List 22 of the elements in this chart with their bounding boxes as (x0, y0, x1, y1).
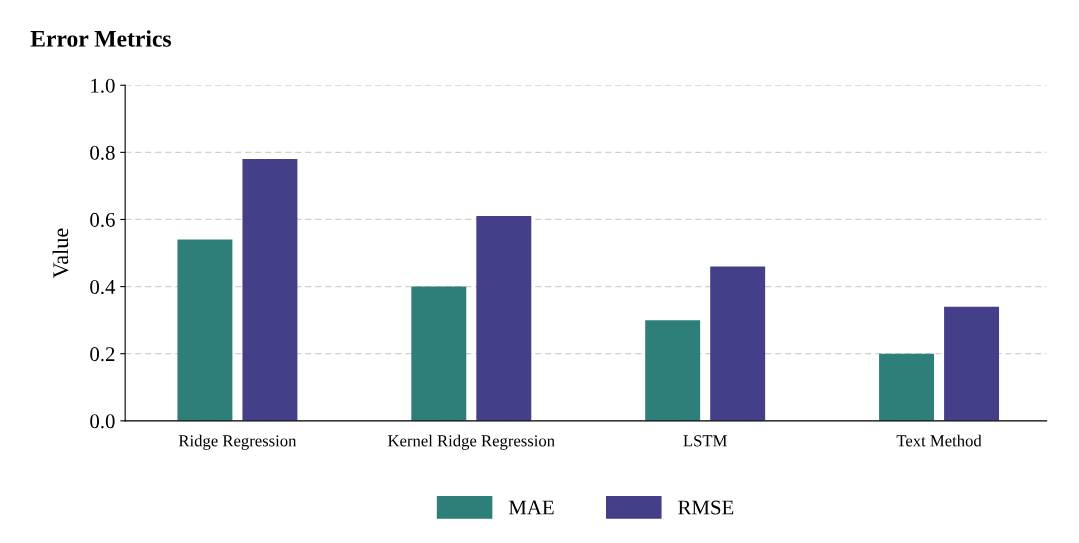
y-tick-label: 0.8 (90, 145, 115, 160)
y-tick-label: 0.2 (90, 347, 115, 362)
chart-title: Error Metrics (30, 30, 172, 47)
bar (476, 216, 532, 421)
x-tick-label: Text Method (896, 434, 982, 447)
y-tick-label: 0.4 (90, 279, 116, 295)
bar (177, 239, 233, 421)
x-tick-label: LSTM (683, 435, 727, 447)
y-tick-label: 1.0 (91, 78, 115, 93)
y-tick-label: 0.0 (90, 414, 115, 429)
bar (944, 306, 1000, 421)
bar (879, 353, 935, 421)
bar (710, 266, 766, 421)
legend-label: RMSE (678, 500, 734, 515)
y-axis-title: Value (52, 228, 69, 279)
x-tick-label: Ridge Regression (178, 434, 297, 450)
y-tick-label: 0.6 (90, 212, 115, 228)
bar (242, 159, 298, 421)
legend-label: MAE (508, 500, 554, 515)
x-tick-label: Kernel Ridge Regression (388, 434, 555, 450)
bar (411, 286, 467, 421)
bar (645, 320, 701, 421)
